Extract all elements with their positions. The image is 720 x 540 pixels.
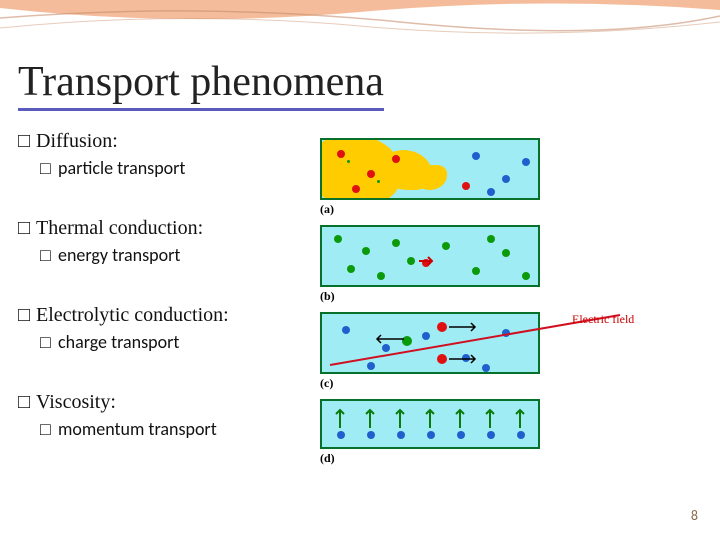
sub-viscosity: □momentum transport	[40, 418, 308, 440]
sub-diffusion: □particle transport	[40, 157, 308, 179]
sub-electrolytic: □charge transport	[40, 331, 308, 353]
heading-diffusion: □Diffusion:	[18, 130, 308, 153]
figure-d-label: (d)	[320, 451, 690, 466]
section-thermal: □Thermal conduction: □energy transport	[18, 217, 308, 266]
figure-a-label: (a)	[320, 202, 690, 217]
figure-a-diffusion	[320, 138, 540, 200]
heading-viscosity: □Viscosity:	[18, 391, 308, 414]
electric-field-label: Electric field	[572, 312, 634, 326]
sub-thermal: □energy transport	[40, 244, 308, 266]
heading-thermal: □Thermal conduction:	[18, 217, 308, 240]
figure-a-row: (a)	[320, 138, 690, 217]
text-column: □Diffusion: □particle transport □Thermal…	[18, 130, 308, 478]
section-electrolytic: □Electrolytic conduction: □charge transp…	[18, 304, 308, 353]
figure-c-row: Electric field (c)	[320, 312, 690, 391]
figure-d-row: (d)	[320, 399, 690, 466]
section-viscosity: □Viscosity: □momentum transport	[18, 391, 308, 440]
header-wave-decoration	[0, 0, 720, 50]
figure-b-thermal	[320, 225, 540, 287]
page-number: 8	[691, 507, 698, 524]
figures-column: (a) (b)	[320, 138, 690, 474]
figure-c-label: (c)	[320, 376, 690, 391]
figure-d-viscosity	[320, 399, 540, 449]
heading-electrolytic: □Electrolytic conduction:	[18, 304, 308, 327]
figure-b-label: (b)	[320, 289, 690, 304]
figure-b-row: (b)	[320, 225, 690, 304]
slide-title: Transport phenomena	[18, 58, 384, 111]
section-diffusion: □Diffusion: □particle transport	[18, 130, 308, 179]
